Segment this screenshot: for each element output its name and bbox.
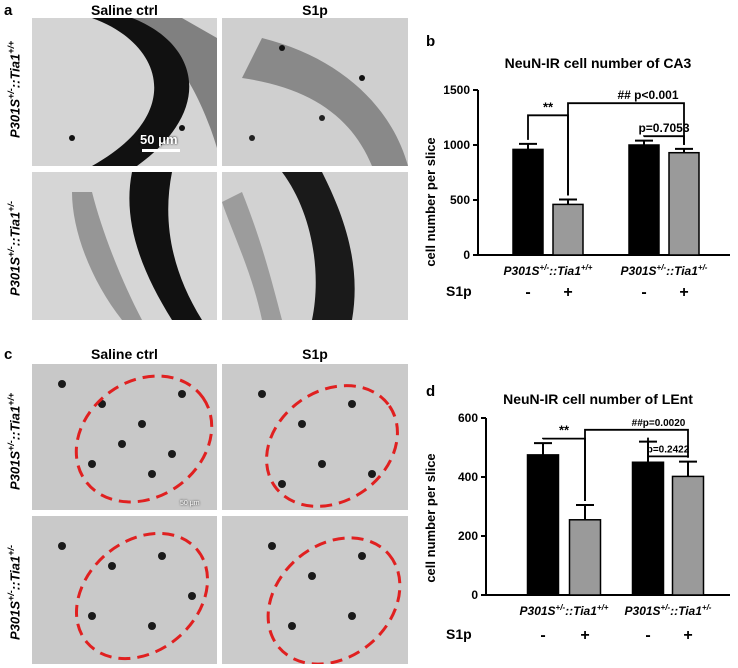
micrograph-a-s1p-wt: [222, 18, 408, 166]
significance-label-1: **: [543, 99, 554, 114]
treatment-mark-3: -: [641, 284, 646, 301]
chart-d-treatment-label: S1p: [446, 626, 472, 642]
group-label-part: +/+: [597, 603, 609, 612]
micrograph-a-s1p-het: [222, 172, 408, 320]
group-label-part: +/-: [540, 263, 550, 272]
chart-d-treatment-marks: - + - +: [540, 627, 692, 644]
group-label-part: +/-: [556, 603, 566, 612]
micrograph-a-saline-het: [32, 172, 217, 320]
y-tick-label: 1500: [443, 83, 470, 97]
group-label-part: +/+: [581, 263, 593, 272]
micrograph-c-saline-wt: [32, 364, 217, 510]
group-label-2: P301S+/-::Tia1+/-: [621, 263, 708, 278]
chart-d-bars: [526, 440, 705, 596]
bar-2: [552, 203, 584, 256]
significance-label-2: p=0.7053: [638, 121, 689, 135]
bar-2: [568, 519, 602, 596]
significance-bracket-3: [584, 428, 689, 502]
treatment-mark-3: -: [645, 627, 650, 644]
micrograph-c-s1p-het: [222, 516, 408, 664]
panel-c-letter: c: [4, 346, 13, 363]
panel-a-row-label-2: P301S+/-::Tia1+/-: [6, 200, 23, 296]
y-tick-label: 0: [463, 248, 470, 262]
chart-b-treatment-marks: - + - +: [525, 284, 688, 301]
panel-c-title-saline: Saline ctrl: [91, 346, 158, 362]
group-label-1: P301S+/-::Tia1+/+: [504, 263, 593, 278]
group-label-part: ::Tia1: [670, 604, 702, 618]
panel-a-letter: a: [4, 2, 13, 19]
chart-b-annotations: ** p=0.7053 ## p<0.001: [527, 88, 690, 196]
bar-3: [631, 461, 665, 596]
group-label-part: +/-: [698, 263, 708, 272]
group-label-part: ::Tia1: [565, 604, 597, 618]
bar-1: [526, 454, 560, 596]
group-label-part: P301S: [621, 264, 657, 278]
micrograph-c-s1p-wt: [222, 364, 408, 510]
group-label-part: P301S: [625, 604, 661, 618]
significance-bracket-3: [567, 102, 685, 196]
treatment-mark-1: -: [540, 627, 545, 644]
panel-a-title-s1p: S1p: [302, 2, 328, 18]
group-label-part: +/-: [657, 263, 667, 272]
chart-b-ylabel: cell number per slice: [423, 137, 438, 266]
panel-a-title-saline: Saline ctrl: [91, 2, 158, 18]
chart-b-letter: b: [426, 33, 435, 50]
significance-label-1: **: [559, 423, 570, 438]
bar-3: [628, 144, 660, 256]
micrograph-c-saline-het: [32, 516, 217, 664]
group-label-part: P301S: [504, 264, 540, 278]
chart-d-annotations: ** p=0.2422 ##p=0.0020: [542, 418, 690, 502]
treatment-mark-1: -: [525, 284, 530, 301]
chart-b-title: NeuN-IR cell number of CA3: [505, 55, 692, 71]
group-label-part: ::Tia1: [549, 264, 581, 278]
chart-d: d NeuN-IR cell number of LEnt cell numbe…: [423, 383, 730, 644]
chart-b-treatment-label: S1p: [446, 283, 472, 299]
chart-b-yticks: 0 500 1000 1500: [443, 83, 478, 262]
y-tick-label: 400: [458, 470, 478, 484]
panel-c-row-label-1: P301S+/-::Tia1+/+: [6, 392, 23, 490]
y-tick-label: 200: [458, 529, 478, 543]
chart-d-letter: d: [426, 383, 435, 400]
group-label-2: P301S+/-::Tia1+/-: [625, 603, 712, 618]
significance-label-3: ##p=0.0020: [632, 418, 686, 429]
chart-b-bars: [512, 139, 700, 256]
y-tick-label: 500: [450, 193, 470, 207]
bar-1: [512, 148, 544, 256]
treatment-mark-2: +: [563, 284, 572, 301]
group-label-part: P301S: [520, 604, 556, 618]
panel-a-row-label-1: P301S+/-::Tia1+/+: [6, 40, 23, 138]
panel-c-scalebar-label: 50 μm: [180, 500, 200, 507]
panel-c-title-s1p: S1p: [302, 346, 328, 362]
chart-d-yticks: 0 200 400 600: [458, 411, 486, 602]
micrograph-a-saline-wt: [32, 18, 217, 166]
panel-c-row-label-2: P301S+/-::Tia1+/-: [6, 544, 23, 640]
treatment-mark-4: +: [679, 284, 688, 301]
bar-4: [668, 151, 700, 256]
y-tick-label: 1000: [443, 138, 470, 152]
chart-b: b NeuN-IR cell number of CA3 cell number…: [423, 33, 730, 301]
chart-d-ylabel: cell number per slice: [423, 453, 438, 582]
chart-d-group-labels: P301S+/-::Tia1+/+ P301S+/-::Tia1+/-: [520, 603, 712, 618]
y-tick-label: 600: [458, 411, 478, 425]
significance-label-3: ## p<0.001: [617, 88, 678, 102]
panel-a-scalebar: [142, 149, 180, 152]
group-label-part: ::Tia1: [666, 264, 698, 278]
group-label-1: P301S+/-::Tia1+/+: [520, 603, 609, 618]
treatment-mark-2: +: [580, 627, 589, 644]
chart-d-title: NeuN-IR cell number of LEnt: [503, 391, 693, 407]
group-label-part: +/-: [702, 603, 712, 612]
y-tick-label: 0: [471, 588, 478, 602]
panel-a-scalebar-label: 50 μm: [140, 132, 178, 147]
group-label-part: +/-: [661, 603, 671, 612]
significance-label-2: p=0.2422: [647, 444, 690, 455]
chart-b-group-labels: P301S+/-::Tia1+/+ P301S+/-::Tia1+/-: [504, 263, 708, 278]
treatment-mark-4: +: [683, 627, 692, 644]
bar-4: [671, 475, 705, 596]
